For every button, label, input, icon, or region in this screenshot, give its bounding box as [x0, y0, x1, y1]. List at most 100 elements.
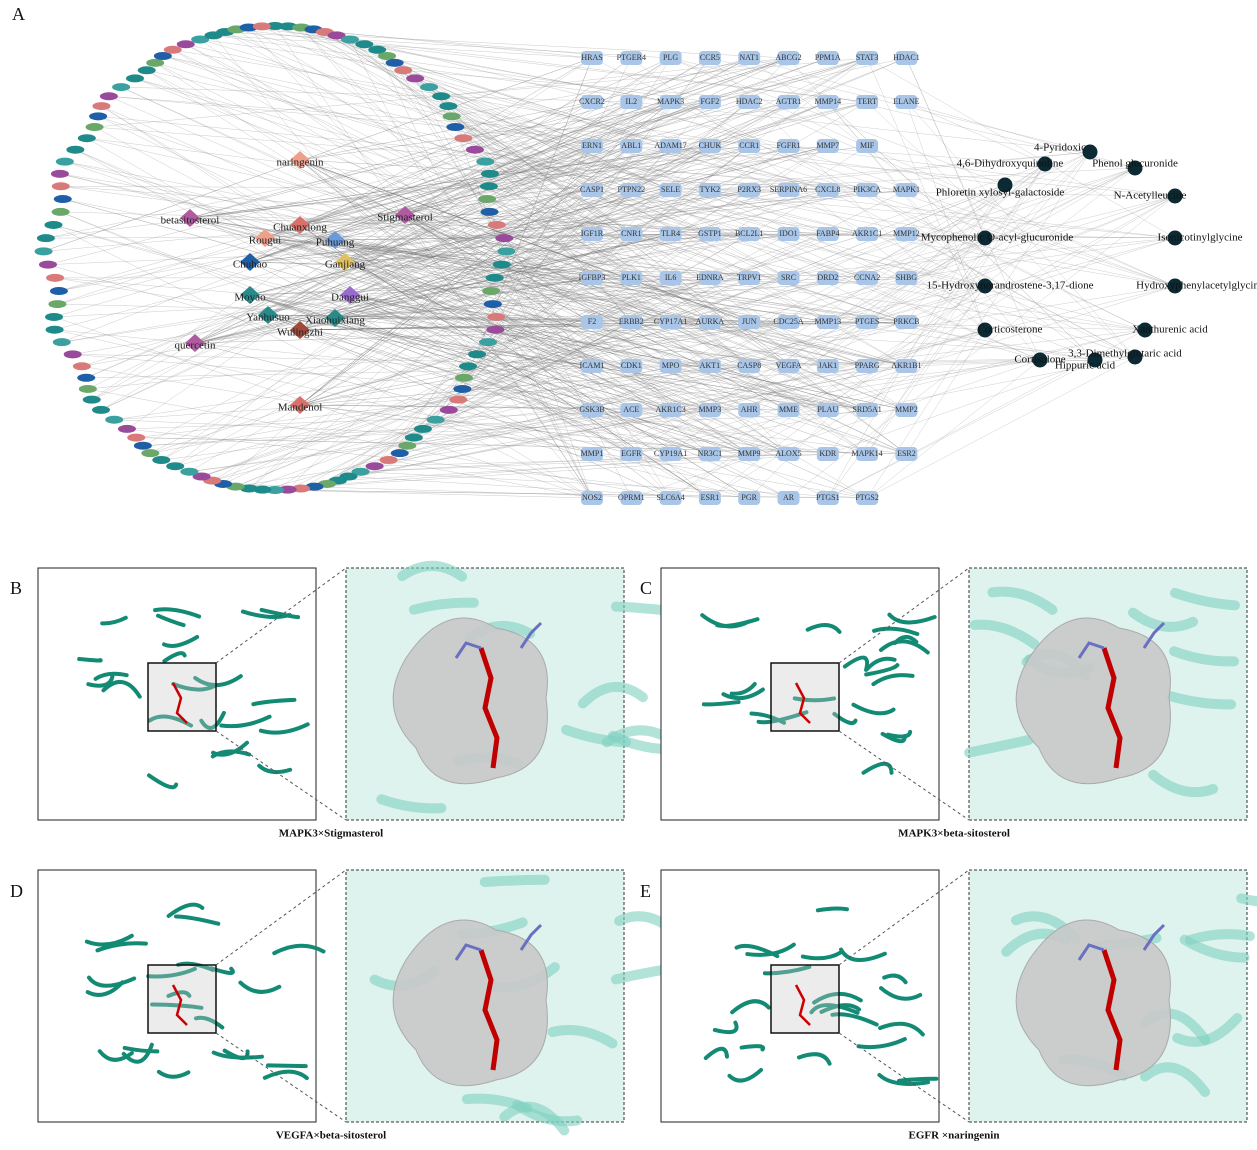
panel-label: A [12, 4, 25, 24]
compound-node [439, 102, 457, 110]
compound-node [46, 326, 64, 334]
compound-node [56, 158, 74, 166]
panel-label: E [640, 881, 651, 901]
compound-node [449, 396, 467, 404]
compound-node [51, 170, 69, 178]
compound-node [78, 134, 96, 142]
target-label: TYK2 [700, 185, 720, 194]
edge [262, 26, 671, 102]
edge [350, 102, 828, 295]
target-label: VEGFA [775, 361, 801, 370]
herb-label: Rougui [249, 235, 281, 247]
target-label: AHR [741, 405, 759, 414]
compound-node [79, 385, 97, 393]
docking-caption: EGFR ×naringenin [909, 1130, 1000, 1142]
target-label: CASP8 [737, 361, 761, 370]
herb-label: naringenin [276, 157, 324, 169]
compound-node [37, 234, 55, 242]
edge [101, 58, 710, 410]
target-label: HRAS [581, 53, 602, 62]
compound-node [487, 313, 505, 321]
compound-node [127, 434, 145, 442]
herb-label: Danggui [331, 292, 369, 304]
target-label: CHUK [699, 141, 722, 150]
compound-node [341, 35, 359, 43]
target-label: HDAC2 [736, 97, 763, 106]
target-label: MMP3 [699, 405, 722, 414]
metabolite-label: Phloretin xylosyl-galactoside [936, 187, 1065, 199]
compound-node [146, 59, 164, 67]
docking-panel: MAPK3×Stigmasterol [38, 566, 676, 840]
target-label: ACE [623, 405, 639, 414]
compound-node [180, 468, 198, 476]
compound-node [486, 274, 504, 282]
herb-label: Moyao [234, 292, 266, 304]
herb-label: Yanhusuo [246, 312, 290, 324]
target-label: MMP14 [814, 97, 841, 106]
target-label: CXCL8 [815, 185, 840, 194]
target-label: PTGS1 [816, 493, 840, 502]
target-label: MMP2 [895, 405, 918, 414]
compound-node [164, 46, 182, 54]
target-label: MIF [860, 141, 875, 150]
compound-node [39, 261, 57, 269]
herb-label: Puhuang [316, 237, 355, 249]
target-label: PPARG [855, 361, 880, 370]
target-label: STAT3 [856, 53, 878, 62]
target-label: FGFR1 [776, 141, 800, 150]
target-label: HDAC1 [893, 53, 920, 62]
docking-panel: EGFR ×naringenin [661, 870, 1257, 1142]
target-label: OPRM1 [618, 493, 645, 502]
target-label: GSTP1 [698, 229, 722, 238]
compound-node [134, 442, 152, 450]
target-label: ESR1 [701, 493, 720, 502]
zoom-box [148, 965, 216, 1033]
target-label: ABCG2 [775, 53, 801, 62]
docking-panel: MAPK3×beta-sitosterol [661, 568, 1247, 840]
herb-label: Chuanxiong [273, 222, 327, 234]
compound-node [432, 92, 450, 100]
target-label: KDR [819, 449, 837, 458]
edge [163, 56, 592, 146]
metabolite-label: 4,6-Dihydroxyquinoline [957, 158, 1064, 170]
protein-ribbon [485, 880, 545, 882]
compound-node [126, 74, 144, 82]
target-label: SLC6A4 [656, 493, 684, 502]
target-label: CCR5 [700, 53, 720, 62]
docking-caption: MAPK3×Stigmasterol [279, 828, 383, 840]
target-label: ESR2 [897, 449, 916, 458]
target-label: PTPN22 [618, 185, 646, 194]
zoom-box [771, 663, 839, 731]
target-label: IL6 [665, 273, 677, 282]
target-label: AKR1B1 [891, 361, 921, 370]
compound-node [83, 396, 101, 404]
compound-node [481, 208, 499, 216]
target-label: MMP7 [816, 141, 839, 150]
edge [906, 58, 1040, 360]
compound-node [468, 350, 486, 358]
edge [361, 454, 789, 472]
target-label: IGF1R [581, 229, 604, 238]
target-label: PTGES [855, 317, 879, 326]
compound-node [53, 338, 71, 346]
target-label: MAPK14 [852, 449, 883, 458]
compound-node [459, 362, 477, 370]
compound-node [86, 123, 104, 131]
target-label: MMP9 [738, 449, 761, 458]
compound-node [92, 406, 110, 414]
docking-caption: VEGFA×beta-sitosterol [276, 1130, 386, 1142]
target-label: SELE [661, 185, 680, 194]
target-label: CASP1 [580, 185, 604, 194]
panel-label: B [10, 578, 22, 598]
target-label: MPO [662, 361, 680, 370]
edge [867, 357, 1135, 498]
target-label: SRD5A1 [852, 405, 881, 414]
compound-node [420, 83, 438, 91]
target-label: PLAU [817, 405, 838, 414]
target-label: P2RX3 [737, 185, 761, 194]
compound-node [479, 338, 497, 346]
compound-node [105, 416, 123, 424]
compound-node [476, 158, 494, 166]
compound-node [484, 300, 502, 308]
compound-node [482, 287, 500, 295]
